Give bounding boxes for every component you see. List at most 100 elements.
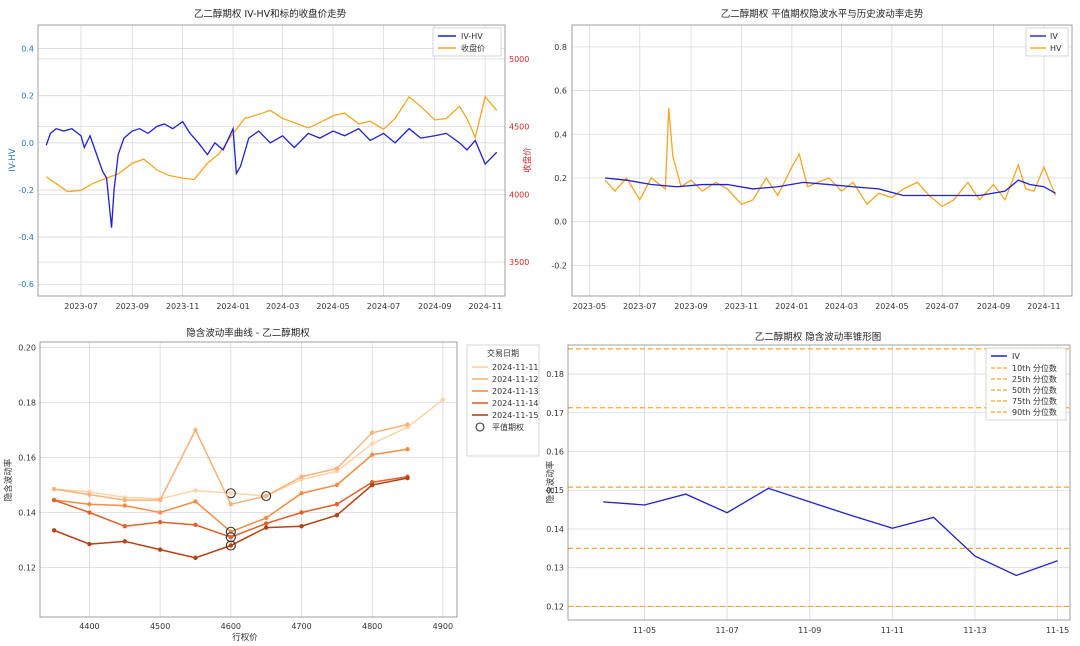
chart2-xtick: 2023-09 xyxy=(674,302,707,311)
chart3-series xyxy=(51,397,446,561)
chart4-ytick: 0.17 xyxy=(546,409,564,418)
chart3-point xyxy=(87,502,92,507)
chart2-title: 乙二醇期权 平值期权隐波水平与历史波动率走势 xyxy=(721,8,924,20)
chart1-legend: IV-HV 收盘价 xyxy=(432,27,502,57)
chart3-point xyxy=(193,427,198,433)
iv-hv-chart: 乙二醇期权 平值期权隐波水平与历史波动率走势 2023-05 2023-07 202… xyxy=(551,8,1073,311)
chart3-xtick: 4800 xyxy=(362,622,382,631)
chart3-point xyxy=(334,482,340,488)
chart3-point xyxy=(122,497,128,503)
chart3-point xyxy=(263,493,269,499)
chart2-ytick: -0.2 xyxy=(551,261,567,270)
chart4-xtick: 11-09 xyxy=(798,626,821,635)
chart1-ytick: 0.4 xyxy=(21,45,34,54)
chart3-point xyxy=(193,522,198,528)
chart1-y2tick: 5000 xyxy=(509,55,529,64)
chart3-point xyxy=(193,499,198,504)
chart3-legend-label: 2024-11-15 xyxy=(492,411,539,420)
chart3-point xyxy=(228,502,234,507)
chart3-xtick: 4900 xyxy=(433,622,453,631)
chart3-point xyxy=(157,519,163,525)
chart1-ytick: -0.6 xyxy=(18,280,34,289)
chart3-point xyxy=(51,528,57,533)
chart3-legend-label: 2024-11-13 xyxy=(492,387,539,396)
chart4-ylabel: 隐含波动率 xyxy=(545,460,556,503)
chart3-legend-box xyxy=(466,344,540,457)
chart2-xtick: 2024-01 xyxy=(775,302,808,311)
chart1-legend-close: 收盘价 xyxy=(461,43,485,53)
chart3-point xyxy=(51,497,57,503)
chart2-ytick: 0.8 xyxy=(554,43,567,52)
chart3-ytick: 0.16 xyxy=(18,454,36,463)
chart4-iv-line xyxy=(603,487,1058,577)
chart1-ytick: -0.4 xyxy=(18,233,34,242)
chart4-xtick: 11-05 xyxy=(633,626,656,635)
chart4-frame xyxy=(567,344,1071,621)
chart3-legend-label: 2024-11-14 xyxy=(492,399,539,408)
chart2-ticks: 2023-05 2023-07 2023-09 2023-11 2024-01 2024-… xyxy=(551,43,1060,311)
chart1-xtick: 2024-05 xyxy=(316,302,349,311)
chart1-xtick: 2024-09 xyxy=(418,302,451,311)
chart2-xtick: 2023-05 xyxy=(573,302,606,311)
chart4-legend-percentile: 10th 分位数 xyxy=(1012,363,1057,373)
chart3-point xyxy=(228,491,234,496)
chart4-ticks: 11-05 11-07 11-09 11-11 11-13 11-15 0.18 0.17 0.… xyxy=(546,370,1069,635)
chart3-xtick: 4500 xyxy=(150,622,170,631)
chart2-ytick: 0.6 xyxy=(554,87,567,96)
chart2-iv-line xyxy=(604,177,1056,197)
chart2-xtick: 2024-03 xyxy=(825,302,858,311)
chart2-ytick: 0.4 xyxy=(554,130,567,139)
chart3-ytick: 0.14 xyxy=(18,509,36,518)
chart4-ytick: 0.14 xyxy=(546,525,564,534)
chart3-point xyxy=(157,547,163,552)
chart3-point xyxy=(157,497,163,503)
chart3-legend: 交易日期 2024-11-11 2024-11-12 2024-11-13 2024-… xyxy=(466,344,540,457)
chart3-xtick: 4700 xyxy=(291,622,311,631)
chart3-legend-atm-swatch xyxy=(475,422,485,432)
chart1-series xyxy=(45,95,498,228)
chart4-legend-iv: IV xyxy=(1012,352,1020,361)
chart1-close-line xyxy=(45,95,498,193)
chart1-y2tick: 4000 xyxy=(509,190,529,199)
chart2-legend-hv: HV xyxy=(1050,44,1062,53)
chart1-ticks: 2023-07 2023-09 2023-11 2024-01 2024-03 2024-… xyxy=(18,45,529,311)
chart2-ytick: 0.0 xyxy=(554,218,567,227)
chart3-point xyxy=(299,491,304,496)
chart3-ytick: 0.20 xyxy=(18,344,36,353)
chart3-point xyxy=(440,397,446,402)
chart3-point xyxy=(405,422,410,427)
chart3-point xyxy=(299,524,304,529)
chart1-frame xyxy=(37,24,506,297)
chart3-point xyxy=(263,515,269,521)
ivhv-close-chart: 乙二醇期权 IV-HV和标的收盘价走势 2023-07 2023-09 2023-1… xyxy=(8,8,533,311)
chart3-point xyxy=(122,524,128,529)
chart4-xtick: 11-15 xyxy=(1046,626,1069,635)
chart4-ytick: 0.13 xyxy=(546,564,564,573)
chart3-point xyxy=(87,492,92,497)
chart2-xtick: 2023-11 xyxy=(725,302,758,311)
chart3-legend-title: 交易日期 xyxy=(487,348,519,358)
chart3-title: 隐含波动率曲线 - 乙二醇期权 xyxy=(186,327,310,339)
chart3-frame xyxy=(39,341,458,618)
chart1-legend-ivhv: IV-HV xyxy=(461,32,483,41)
chart1-ytick: 0.0 xyxy=(21,139,34,148)
chart3-point xyxy=(369,482,375,488)
chart3-point xyxy=(334,513,340,518)
chart4-ytick: 0.18 xyxy=(546,370,564,379)
chart3-point xyxy=(228,535,234,540)
chart3-xtick: 4600 xyxy=(221,622,241,631)
chart3-point xyxy=(369,430,375,435)
chart3-point xyxy=(193,555,198,561)
chart3-atm-marker xyxy=(261,490,272,502)
chart4-legend-box xyxy=(985,347,1067,421)
chart3-xlabel: 行权价 xyxy=(232,632,258,643)
chart2-legend-box xyxy=(1025,27,1069,57)
chart2-series xyxy=(604,107,1057,208)
chart1-ytick: 0.2 xyxy=(21,92,34,101)
chart1-ylabel: IV-HV xyxy=(8,148,18,171)
chart3-point xyxy=(263,521,269,526)
chart1-xtick: 2023-09 xyxy=(116,302,149,311)
chart2-xtick: 2024-09 xyxy=(977,302,1010,311)
